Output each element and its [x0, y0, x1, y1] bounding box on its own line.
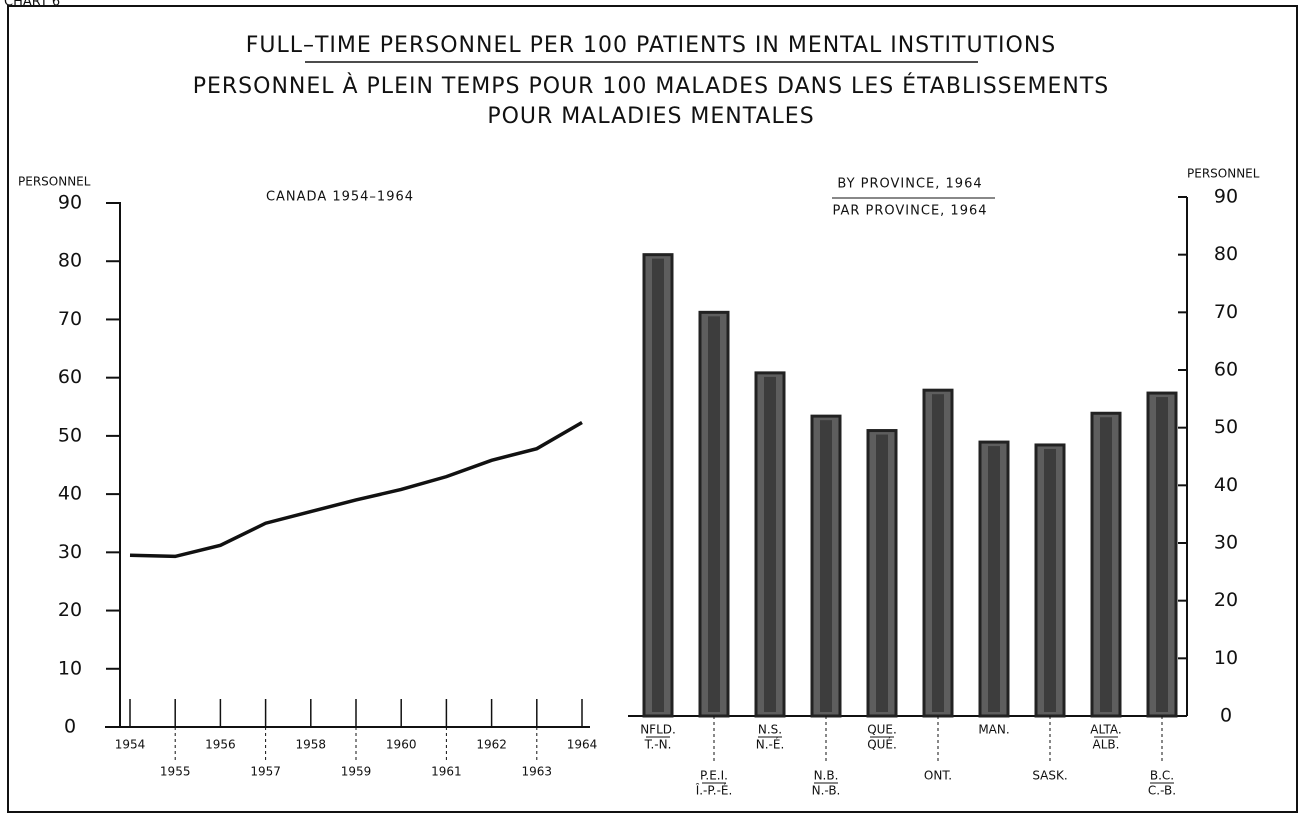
- x-tick-label: ONT.: [924, 769, 952, 783]
- x-tick-label: QUÉ.: [867, 737, 897, 752]
- x-tick-label: 1963: [522, 765, 553, 779]
- y-tick-label: 40: [58, 483, 82, 505]
- title-line: POUR MALADIES MENTALES: [487, 104, 814, 129]
- x-tick-label: N.B.: [814, 769, 839, 783]
- x-tick-label: 1960: [386, 738, 417, 752]
- x-tick-label: 1956: [205, 738, 236, 752]
- chart-title: BY PROVINCE, 1964: [837, 177, 982, 192]
- y-tick-label: 70: [58, 308, 82, 330]
- y-tick-label: 50: [58, 424, 82, 446]
- x-tick-label: N.-É.: [756, 737, 785, 752]
- x-tick-label: N.S.: [758, 723, 782, 737]
- y-tick-label: 70: [1214, 301, 1238, 323]
- x-tick-label: 1954: [115, 738, 146, 752]
- x-tick-label: 1961: [431, 765, 462, 779]
- bar-core: [708, 316, 720, 712]
- x-tick-label: QUE.: [867, 723, 897, 737]
- chart-title: PAR PROVINCE, 1964: [832, 204, 987, 219]
- x-tick-label: ALB.: [1093, 738, 1120, 752]
- title-line: PERSONNEL À PLEIN TEMPS POUR 100 MALADES…: [193, 73, 1110, 99]
- bar-core: [1044, 448, 1056, 712]
- bar-core: [1100, 417, 1112, 712]
- x-tick-label: SASK.: [1032, 769, 1067, 783]
- y-tick-label: 10: [58, 657, 82, 679]
- x-tick-label: 1957: [250, 765, 281, 779]
- x-tick-label: P.E.I.: [700, 769, 728, 783]
- x-tick-label: Î.-P.-É.: [695, 783, 733, 798]
- x-tick-label: 1962: [476, 738, 507, 752]
- page-label: CHART 6: [4, 0, 60, 10]
- y-axis-label: PERSONNEL: [18, 175, 91, 189]
- y-tick-label: 20: [58, 599, 82, 621]
- y-tick-label: 20: [1214, 589, 1238, 611]
- data-line: [129, 420, 583, 559]
- x-tick-label: NFLD.: [640, 723, 676, 737]
- bar-core: [820, 420, 832, 712]
- x-tick-label: 1964: [567, 738, 598, 752]
- y-tick-label: 90: [1214, 186, 1238, 208]
- y-tick-label: 60: [1214, 359, 1238, 381]
- x-tick-label: 1955: [160, 765, 191, 779]
- bar-core: [932, 394, 944, 712]
- frame: [7, 5, 1298, 813]
- x-tick-label: 1958: [296, 738, 327, 752]
- y-tick-label: 40: [1214, 474, 1238, 496]
- bar-core: [1156, 397, 1168, 712]
- title-line: FULL–TIME PERSONNEL PER 100 PATIENTS IN …: [246, 33, 1057, 58]
- x-tick-label: C.-B.: [1148, 784, 1176, 798]
- y-axis-label: PERSONNEL: [1187, 167, 1260, 181]
- x-tick-label: B.C.: [1150, 769, 1174, 783]
- chart-title: CANADA 1954–1964: [266, 190, 414, 205]
- y-tick-label: 80: [1214, 243, 1238, 265]
- bar-core: [988, 446, 1000, 712]
- y-tick-label: 50: [1214, 416, 1238, 438]
- bar-core: [652, 258, 664, 712]
- x-tick-label: T.-N.: [644, 738, 672, 752]
- y-tick-label: 80: [58, 250, 82, 272]
- y-tick-label: 0: [64, 716, 76, 738]
- y-tick-label: 30: [1214, 532, 1238, 554]
- x-tick-label: N.-B.: [812, 784, 841, 798]
- y-tick-label: 90: [58, 192, 82, 214]
- y-tick-label: 30: [58, 541, 82, 563]
- x-tick-label: 1959: [341, 765, 372, 779]
- bar-core: [764, 376, 776, 712]
- y-tick-label: 0: [1220, 705, 1232, 727]
- x-tick-label: ALTA.: [1090, 723, 1121, 737]
- bar-core: [876, 434, 888, 712]
- x-tick-label: MAN.: [978, 723, 1009, 737]
- y-tick-label: 10: [1214, 647, 1238, 669]
- y-tick-label: 60: [58, 366, 82, 388]
